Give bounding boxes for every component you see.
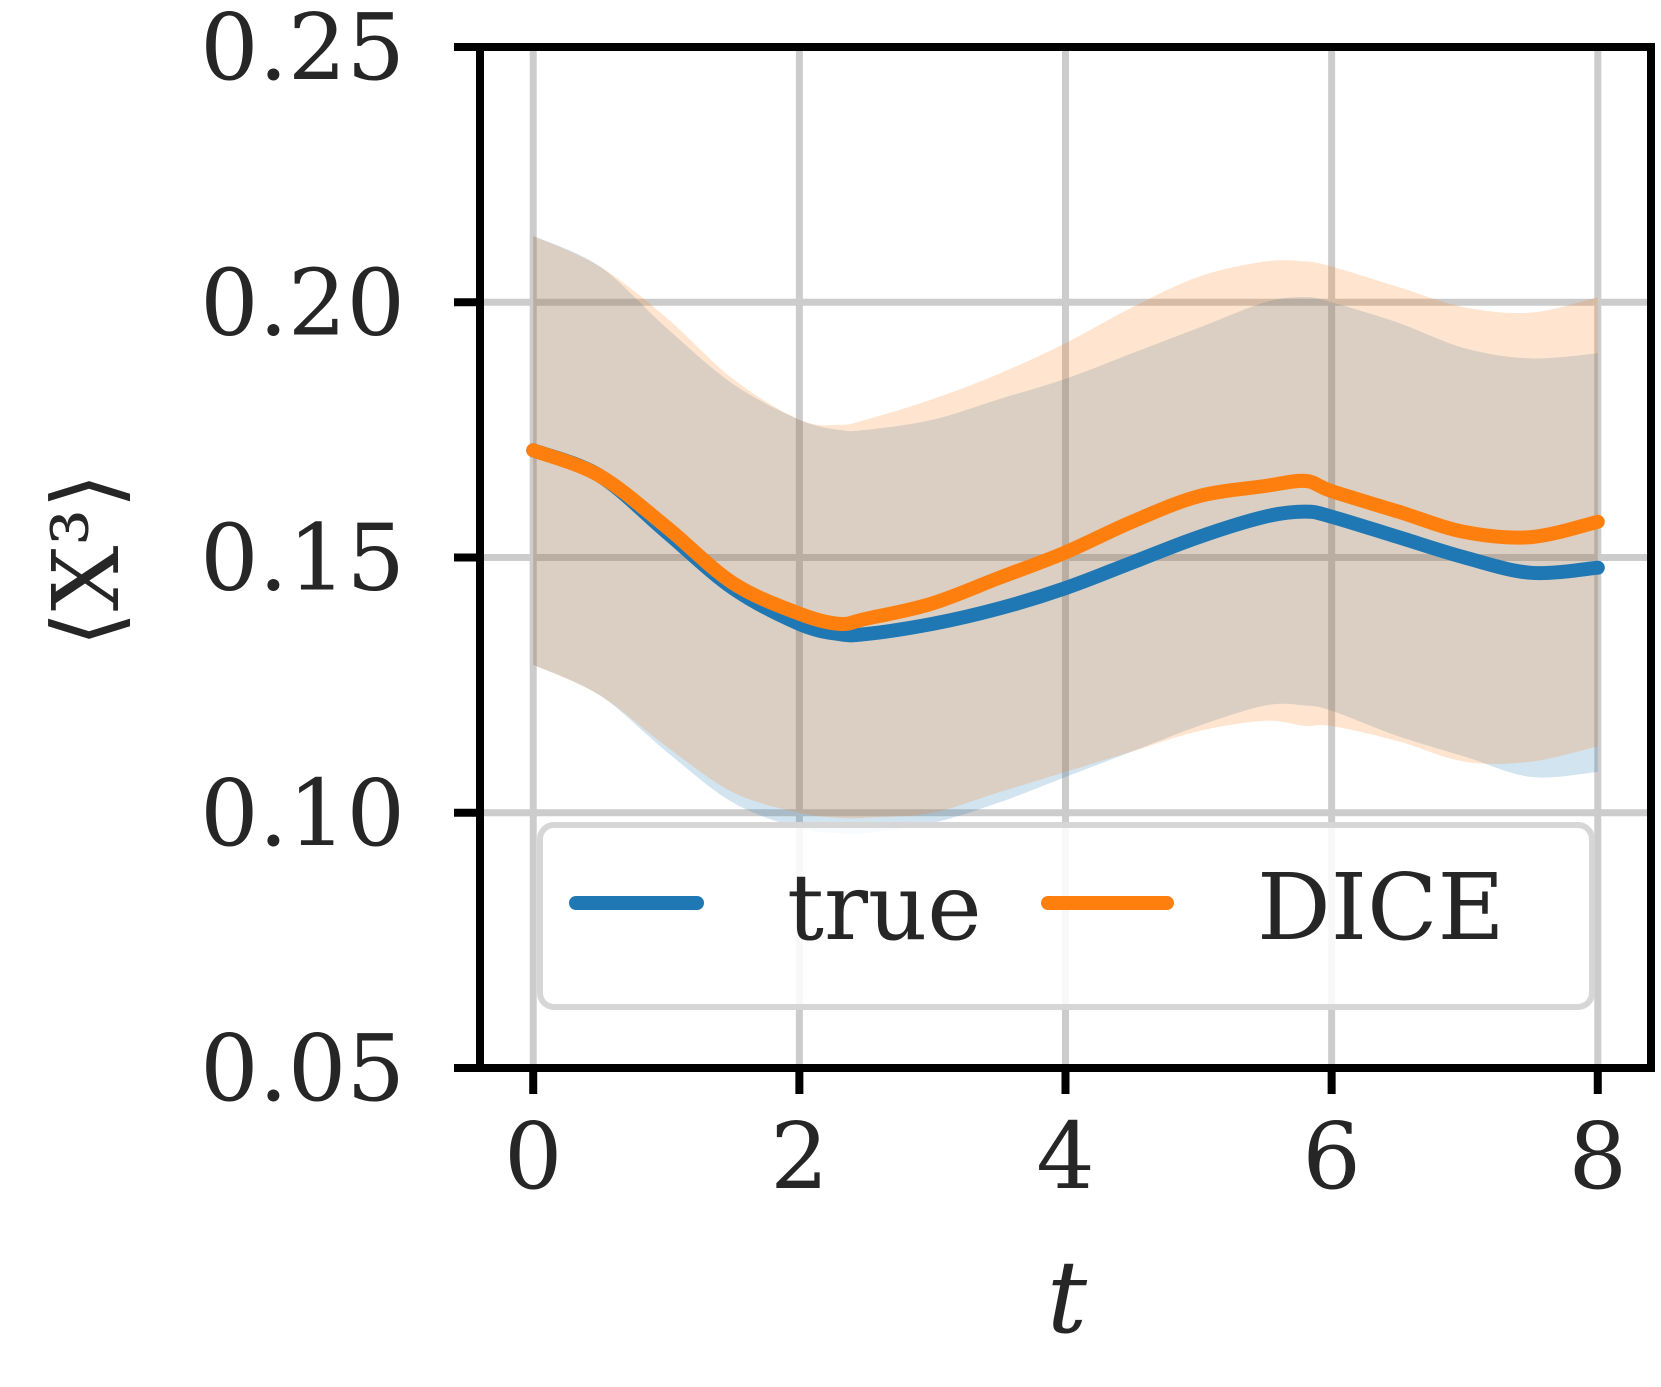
band-true	[533, 235, 1598, 835]
x-tick-label: 4	[1036, 1103, 1095, 1210]
x-tick-label: 6	[1302, 1103, 1361, 1210]
y-tick-label: 0.25	[200, 0, 405, 101]
confidence-bands	[533, 235, 1598, 835]
axis-ticks: 0.05 0.10 0.15 0.20 0.25 0 2 4 6 8	[200, 0, 1627, 1210]
legend: true DICE	[537, 822, 1595, 1010]
x-tick-label: 8	[1568, 1103, 1627, 1210]
y-tick-label: 0.05	[200, 1015, 405, 1122]
legend-box	[537, 822, 1595, 1010]
legend-label-true: true	[787, 854, 982, 961]
y-tick-label: 0.10	[200, 760, 405, 867]
x-tick-label: 2	[770, 1103, 829, 1210]
x-axis-label: t	[1047, 1239, 1088, 1356]
y-tick-label: 0.15	[200, 505, 405, 612]
x-tick-label: 0	[504, 1103, 563, 1210]
band-dice	[533, 235, 1598, 819]
y-tick-label: 0.20	[200, 249, 405, 356]
legend-label-dice: DICE	[1257, 854, 1505, 961]
series-lines	[526, 443, 1605, 643]
y-axis-label: ⟨X³⟩	[33, 473, 140, 647]
line-dice	[526, 443, 1605, 632]
